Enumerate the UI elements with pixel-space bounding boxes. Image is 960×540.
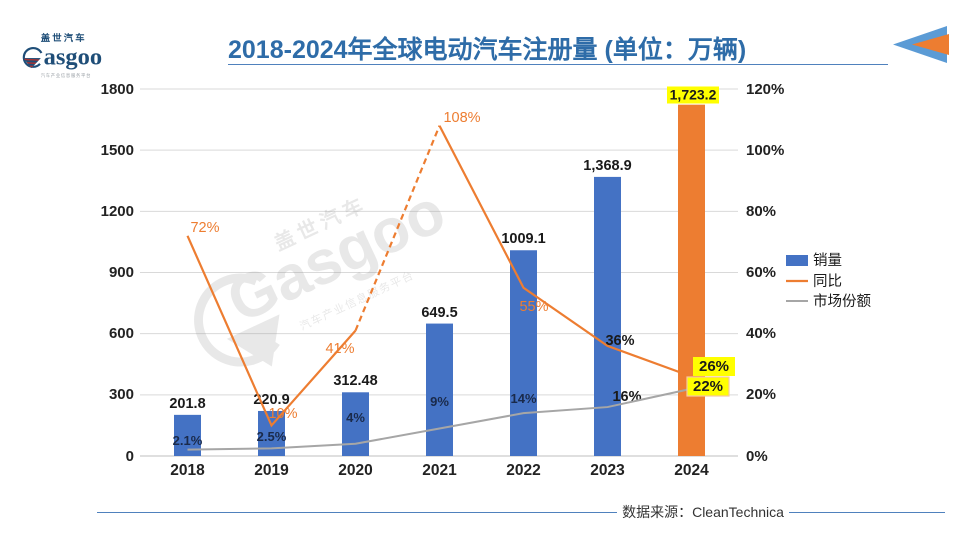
- svg-text:300: 300: [109, 386, 134, 403]
- svg-text:2018: 2018: [170, 462, 205, 479]
- svg-text:0%: 0%: [746, 448, 768, 465]
- svg-text:60%: 60%: [746, 264, 776, 281]
- svg-text:销量: 销量: [813, 252, 842, 269]
- svg-text:2020: 2020: [338, 462, 372, 479]
- svg-text:201.8: 201.8: [169, 396, 205, 412]
- svg-text:1200: 1200: [101, 203, 134, 220]
- svg-text:2024: 2024: [674, 462, 709, 479]
- svg-text:2023: 2023: [590, 462, 625, 479]
- svg-text:41%: 41%: [325, 341, 354, 357]
- svg-text:26%: 26%: [699, 358, 729, 375]
- svg-text:72%: 72%: [190, 220, 219, 236]
- svg-text:1,723.2: 1,723.2: [670, 86, 717, 102]
- svg-text:108%: 108%: [443, 110, 480, 126]
- svg-text:900: 900: [109, 264, 134, 281]
- svg-text:649.5: 649.5: [421, 305, 457, 321]
- svg-text:1800: 1800: [101, 81, 134, 98]
- svg-text:14%: 14%: [510, 391, 536, 406]
- svg-text:120%: 120%: [746, 81, 784, 98]
- svg-text:2.5%: 2.5%: [257, 429, 287, 444]
- svg-text:2.1%: 2.1%: [173, 433, 203, 448]
- svg-text:600: 600: [109, 325, 134, 342]
- svg-text:10%: 10%: [268, 406, 297, 422]
- svg-text:80%: 80%: [746, 203, 776, 220]
- svg-text:100%: 100%: [746, 142, 784, 159]
- svg-text:9%: 9%: [430, 394, 449, 409]
- svg-text:4%: 4%: [346, 410, 365, 425]
- svg-text:312.48: 312.48: [333, 373, 377, 389]
- svg-text:2022: 2022: [506, 462, 540, 479]
- svg-text:55%: 55%: [519, 299, 548, 315]
- svg-text:22%: 22%: [693, 378, 723, 395]
- svg-text:20%: 20%: [746, 386, 776, 403]
- svg-text:40%: 40%: [746, 325, 776, 342]
- svg-text:同比: 同比: [813, 273, 842, 290]
- svg-text:1,368.9: 1,368.9: [583, 158, 631, 174]
- svg-text:2019: 2019: [254, 462, 289, 479]
- svg-text:市场份额: 市场份额: [813, 293, 871, 310]
- svg-text:2021: 2021: [422, 462, 457, 479]
- svg-text:1500: 1500: [101, 142, 134, 159]
- svg-text:0: 0: [126, 448, 134, 465]
- svg-text:36%: 36%: [605, 333, 634, 349]
- svg-text:1009.1: 1009.1: [501, 231, 545, 247]
